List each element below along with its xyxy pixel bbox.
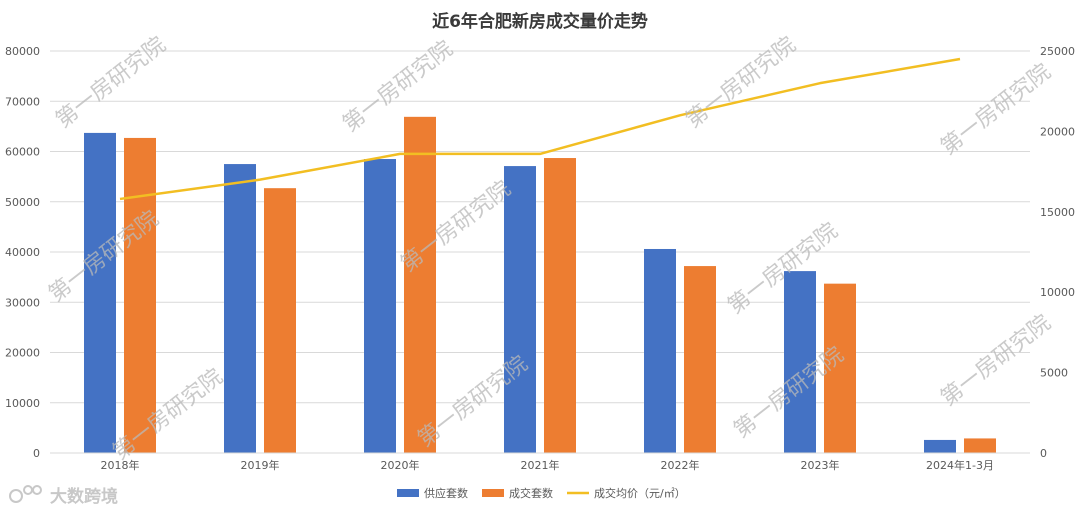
watermark-text: 第一房研究院 — [338, 36, 457, 137]
bar-supply — [784, 271, 816, 453]
y-left-tick-label: 0 — [33, 447, 40, 460]
line-layer — [119, 57, 961, 201]
x-tick-label: 2018年 — [101, 458, 140, 472]
y-left-tick-label: 20000 — [5, 347, 40, 360]
bar-supply — [224, 164, 256, 453]
y-right-tick-label: 25000 — [1040, 45, 1075, 58]
brand-logo-icon — [9, 489, 23, 503]
chart-title: 近6年合肥新房成交量价走势 — [432, 11, 648, 32]
y-left-tick-label: 40000 — [5, 246, 40, 259]
y-left-tick-label: 60000 — [5, 146, 40, 159]
legend-label: 成交套数 — [509, 486, 553, 500]
bar-deal — [404, 116, 436, 453]
x-tick-label: 2024年1-3月 — [926, 458, 994, 472]
bar-deal — [544, 158, 576, 453]
x-tick-label: 2022年 — [661, 458, 700, 472]
bar-supply — [504, 166, 536, 453]
x-tick-label: 2023年 — [801, 458, 840, 472]
y-right-tick-label: 15000 — [1040, 206, 1075, 219]
legend-swatch — [397, 489, 419, 497]
bar-deal — [684, 266, 716, 453]
legend-label: 供应套数 — [424, 486, 468, 500]
y-right-tick-label: 5000 — [1040, 367, 1068, 380]
watermark-text: 第一房研究院 — [681, 32, 800, 133]
bar-deal — [824, 283, 856, 453]
watermark-text: 第一房研究院 — [936, 310, 1055, 411]
y-left-tick-label: 70000 — [5, 95, 40, 108]
x-tick-label: 2020年 — [381, 458, 420, 472]
legend: 供应套数 成交套数 成交均价（元/㎡） — [397, 486, 686, 500]
bar-deal — [964, 438, 996, 453]
bar-deal — [264, 188, 296, 453]
brand-logo-icon-dot — [32, 485, 42, 495]
bar-supply — [644, 248, 676, 453]
axes-layer: 0100002000030000400005000060000700008000… — [5, 45, 1075, 472]
x-tick-label: 2019年 — [241, 458, 280, 472]
brand-text: 大数跨境 — [50, 486, 118, 507]
brand-logo-icon-dot — [23, 485, 33, 495]
y-right-tick-label: 10000 — [1040, 286, 1075, 299]
gridlines — [50, 50, 1030, 454]
watermark-text: 第一房研究院 — [936, 59, 1055, 160]
bar-supply — [364, 159, 396, 453]
legend-swatch — [482, 489, 504, 497]
price-line — [119, 57, 961, 201]
y-left-tick-label: 10000 — [5, 397, 40, 410]
bar-supply — [84, 132, 116, 453]
legend-label: 成交均价（元/㎡） — [594, 486, 686, 500]
bar-supply — [924, 439, 956, 453]
x-tick-label: 2021年 — [521, 458, 560, 472]
bars-layer — [84, 116, 996, 453]
y-right-tick-label: 0 — [1040, 447, 1047, 460]
bar-deal — [124, 137, 156, 453]
brand-logo: 大数跨境 — [9, 485, 118, 507]
y-right-tick-label: 20000 — [1040, 125, 1075, 138]
watermark-text: 第一房研究院 — [51, 32, 170, 133]
y-left-tick-label: 50000 — [5, 196, 40, 209]
y-left-tick-label: 80000 — [5, 45, 40, 58]
y-left-tick-label: 30000 — [5, 296, 40, 309]
